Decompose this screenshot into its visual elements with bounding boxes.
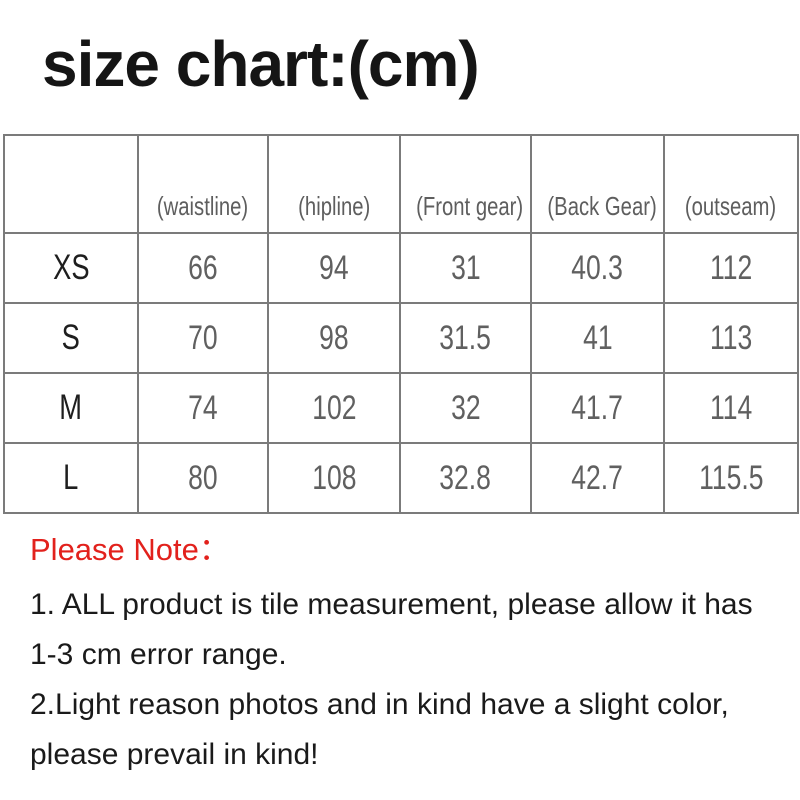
column-header-size (3, 134, 139, 234)
column-header-waistline: (waistline) (137, 134, 269, 234)
size-label-s: S (3, 302, 139, 374)
notes-heading: Please Note： (30, 532, 230, 567)
size-chart-table: (waistline) (hipline) (Front gear) (Back… (3, 134, 799, 514)
cell-l-outseam: 115.5 (663, 442, 799, 514)
cell-s-outseam: 113 (663, 302, 799, 374)
cell-s-hipline: 98 (267, 302, 401, 374)
column-header-back-gear: (Back Gear) (530, 134, 665, 234)
cell-m-outseam: 114 (663, 372, 799, 444)
column-header-hipline: (hipline) (267, 134, 401, 234)
size-label-m: M (3, 372, 139, 444)
cell-m-front-gear: 32 (399, 372, 532, 444)
note-line-2: 1-3 cm error range. (30, 638, 287, 671)
cell-xs-waistline: 66 (137, 232, 269, 304)
cell-s-waistline: 70 (137, 302, 269, 374)
cell-xs-outseam: 112 (663, 232, 799, 304)
table-row-l: L 80 108 32.8 42.7 115.5 (3, 442, 799, 514)
size-label-xs: XS (3, 232, 139, 304)
cell-xs-front-gear: 31 (399, 232, 532, 304)
cell-xs-back-gear: 40.3 (530, 232, 665, 304)
table-row-xs: XS 66 94 31 40.3 112 (3, 232, 799, 304)
column-header-outseam: (outseam) (663, 134, 799, 234)
cell-m-waistline: 74 (137, 372, 269, 444)
note-line-4: please prevail in kind! (30, 738, 319, 771)
cell-s-front-gear: 31.5 (399, 302, 532, 374)
cell-m-hipline: 102 (267, 372, 401, 444)
cell-m-back-gear: 41.7 (530, 372, 665, 444)
page-title: size chart:(cm) (42, 28, 480, 100)
cell-l-back-gear: 42.7 (530, 442, 665, 514)
note-line-1: 1. ALL product is tile measurement, plea… (30, 588, 753, 621)
table-header-row: (waistline) (hipline) (Front gear) (Back… (3, 134, 799, 234)
size-label-l: L (3, 442, 139, 514)
cell-l-front-gear: 32.8 (399, 442, 532, 514)
note-line-3: 2.Light reason photos and in kind have a… (30, 688, 729, 721)
table-row-m: M 74 102 32 41.7 114 (3, 372, 799, 444)
table-row-s: S 70 98 31.5 41 113 (3, 302, 799, 374)
size-chart-page: size chart:(cm) (waistline) (hipline) (F… (0, 32, 800, 800)
notes-section: Please Note： 1. ALL product is tile meas… (30, 530, 800, 780)
cell-xs-hipline: 94 (267, 232, 401, 304)
column-header-front-gear: (Front gear) (399, 134, 532, 234)
cell-s-back-gear: 41 (530, 302, 665, 374)
cell-l-waistline: 80 (137, 442, 269, 514)
cell-l-hipline: 108 (267, 442, 401, 514)
